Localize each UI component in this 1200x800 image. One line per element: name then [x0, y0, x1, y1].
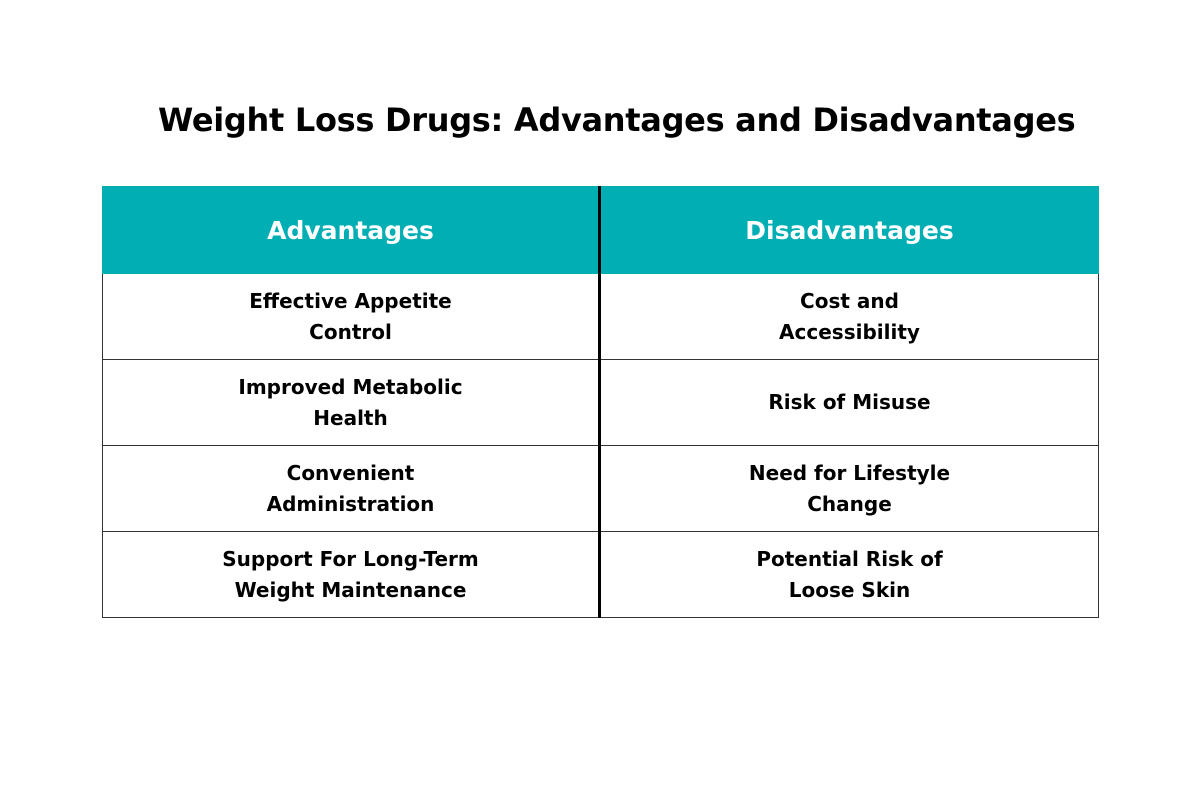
comparison-table-container: Advantages Disadvantages Effective Appet… — [102, 186, 1099, 618]
advantage-text: Convenient Administration — [266, 460, 435, 516]
disadvantage-text: Need for Lifestyle Change — [748, 460, 951, 516]
disadvantage-cell: Risk of Misuse — [598, 359, 1099, 446]
table-row: Improved Metabolic Health Risk of Misuse — [102, 359, 1099, 446]
comparison-table: Advantages Disadvantages Effective Appet… — [102, 186, 1099, 618]
advantage-cell: Convenient Administration — [102, 445, 601, 532]
advantage-text: Support For Long-Term Weight Maintenance — [222, 546, 479, 602]
table-row: Support For Long-Term Weight Maintenance… — [102, 531, 1099, 618]
header-row: Advantages Disadvantages — [102, 186, 1099, 274]
disadvantage-text: Cost and Accessibility — [779, 288, 920, 344]
header-disadvantages: Disadvantages — [598, 186, 1099, 274]
header-advantages: Advantages — [102, 186, 601, 274]
advantage-text: Effective Appetite Control — [249, 288, 452, 344]
page-title: Weight Loss Drugs: Advantages and Disadv… — [158, 101, 1076, 139]
disadvantage-cell: Cost and Accessibility — [598, 273, 1099, 360]
table-row: Effective Appetite Control Cost and Acce… — [102, 273, 1099, 360]
advantage-cell: Effective Appetite Control — [102, 273, 601, 360]
disadvantage-text: Risk of Misuse — [768, 390, 931, 414]
table-row: Convenient Administration Need for Lifes… — [102, 445, 1099, 532]
table-header: Advantages Disadvantages — [102, 186, 1099, 274]
advantage-cell: Support For Long-Term Weight Maintenance — [102, 531, 601, 618]
advantage-text: Improved Metabolic Health — [238, 374, 463, 430]
disadvantage-cell: Need for Lifestyle Change — [598, 445, 1099, 532]
disadvantage-cell: Potential Risk of Loose Skin — [598, 531, 1099, 618]
table-body: Effective Appetite Control Cost and Acce… — [102, 273, 1099, 618]
disadvantage-text: Potential Risk of Loose Skin — [756, 546, 943, 602]
advantage-cell: Improved Metabolic Health — [102, 359, 601, 446]
